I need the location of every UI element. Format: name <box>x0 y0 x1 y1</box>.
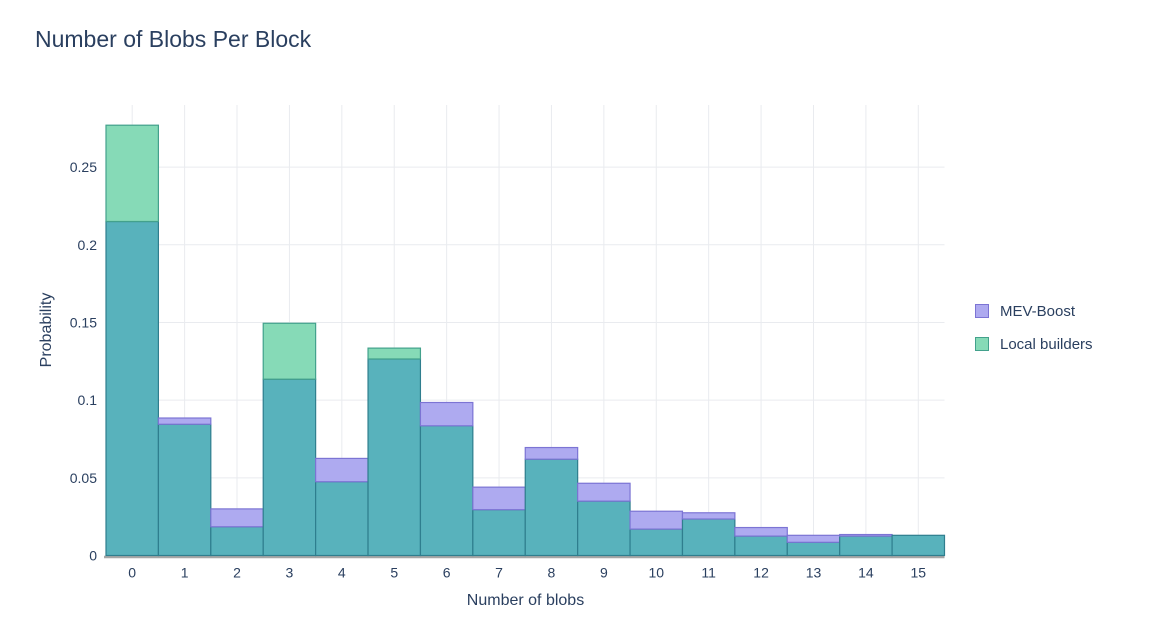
chart-title: Number of Blobs Per Block <box>35 26 312 52</box>
svg-text:9: 9 <box>600 565 608 581</box>
legend-item-mev-boost[interactable]: MEV-Boost <box>975 301 1093 321</box>
svg-text:15: 15 <box>911 565 927 581</box>
svg-text:7: 7 <box>495 565 503 581</box>
local-builders-swatch-icon <box>975 337 989 351</box>
svg-text:5: 5 <box>390 565 398 581</box>
x-axis-title: Number of blobs <box>466 592 585 609</box>
svg-text:6: 6 <box>443 565 451 581</box>
svg-text:10: 10 <box>648 565 664 581</box>
svg-text:11: 11 <box>701 565 716 581</box>
legend-label-local-builders: Local builders <box>1000 335 1093 353</box>
legend-item-local-builders[interactable]: Local builders <box>975 334 1093 354</box>
y-axis-title: Probability <box>38 292 55 368</box>
svg-text:0.05: 0.05 <box>70 470 97 486</box>
svg-text:0: 0 <box>128 565 136 581</box>
svg-text:0.15: 0.15 <box>70 314 97 330</box>
legend: MEV-Boost Local builders <box>975 301 1093 367</box>
svg-text:4: 4 <box>338 565 346 581</box>
mev-boost-swatch-icon <box>975 304 989 318</box>
svg-text:2: 2 <box>233 565 241 581</box>
svg-text:0.1: 0.1 <box>78 392 98 408</box>
svg-text:0.25: 0.25 <box>70 159 97 175</box>
legend-label-mev-boost: MEV-Boost <box>1000 302 1076 320</box>
svg-text:3: 3 <box>286 565 294 581</box>
svg-text:14: 14 <box>858 565 874 581</box>
svg-text:0.2: 0.2 <box>78 237 98 253</box>
svg-text:1: 1 <box>181 565 189 581</box>
svg-text:12: 12 <box>753 565 769 581</box>
svg-text:8: 8 <box>548 565 556 581</box>
svg-text:13: 13 <box>806 565 822 581</box>
svg-text:0: 0 <box>89 548 97 564</box>
